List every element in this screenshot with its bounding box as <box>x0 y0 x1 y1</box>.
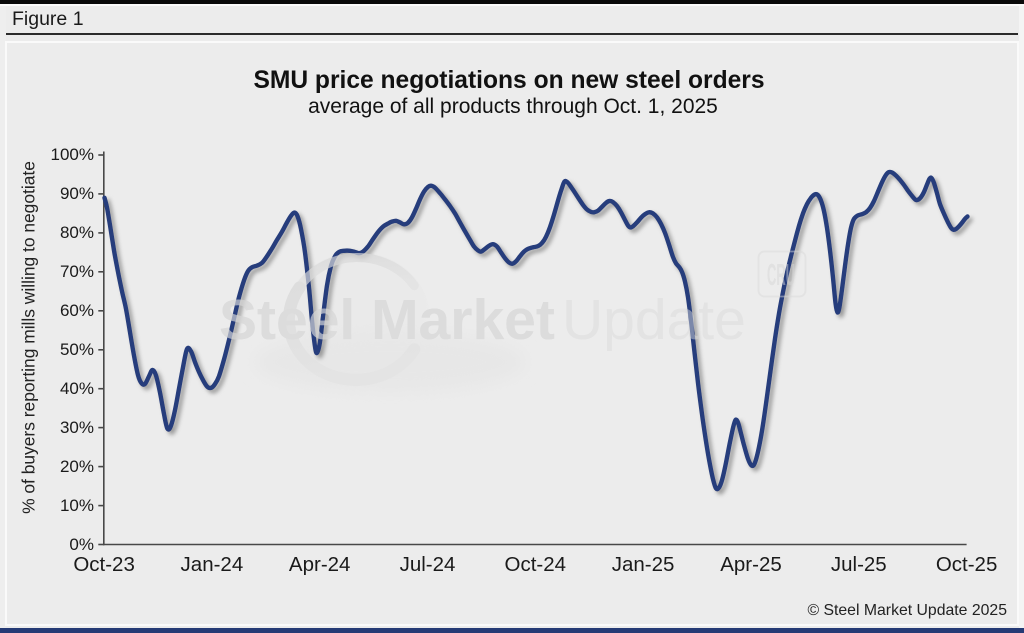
svg-text:Steel Market: Steel Market <box>219 288 555 352</box>
svg-text:Update: Update <box>562 288 746 352</box>
svg-text:Steel Market: Steel Market <box>219 288 555 352</box>
svg-text:CRU: CRU <box>767 257 795 292</box>
svg-text:Update: Update <box>562 288 746 352</box>
